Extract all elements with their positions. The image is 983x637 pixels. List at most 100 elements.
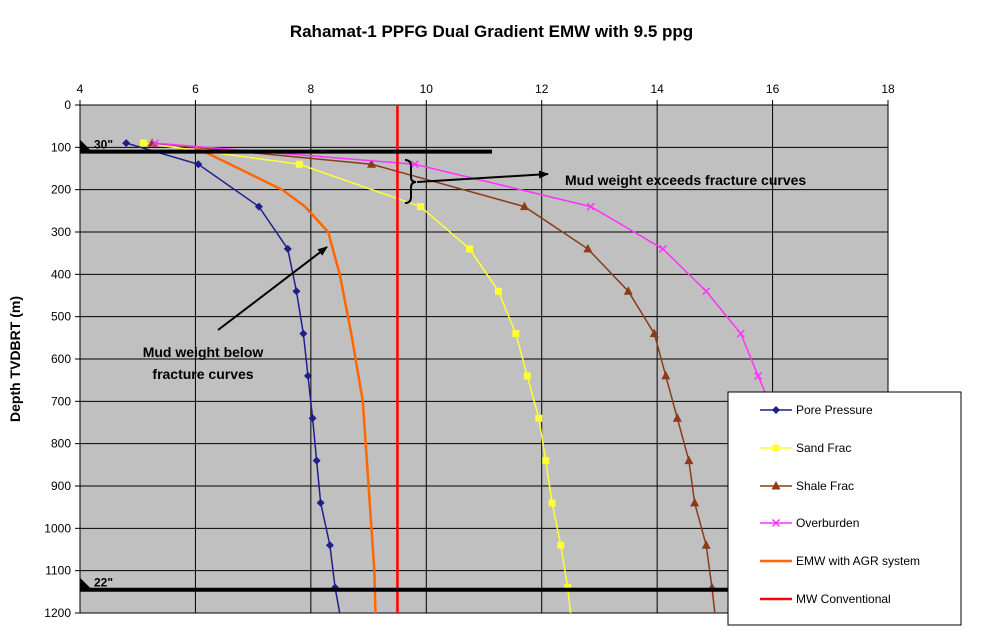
data-point [542,457,550,465]
x-tick-label: 10 [420,82,434,96]
casing-shoe-triangle [80,139,92,152]
legend-item: Sand Frac [760,441,851,455]
legend-label: Shale Frac [796,479,854,493]
data-point [564,584,572,592]
series-shale-frac [147,138,717,614]
y-tick-label: 800 [51,437,71,451]
legend-marker [772,444,780,452]
data-point [150,139,160,148]
legend-label: Pore Pressure [796,403,873,417]
data-point [417,203,425,211]
casing-shoe-triangle [80,577,92,590]
annotation-brace [404,159,417,204]
y-tick-label: 400 [51,267,71,281]
data-point [583,243,593,253]
legend: Pore Pressure Sand Frac Shale Frac Overburd… [727,391,962,626]
data-point [702,287,711,296]
x-tick-label: 4 [77,82,84,96]
data-point [523,372,531,380]
annotation-below-line-1: Mud weight below [143,344,264,360]
x-tick-label: 16 [766,82,780,96]
legend-box [727,391,962,626]
data-point [623,286,633,295]
data-point [736,329,745,338]
data-point [366,159,376,168]
annotation-below-line-2: fracture curves [152,366,253,382]
legend-label: MW Conventional [796,592,891,606]
series-line [194,146,377,614]
series-sand-frac [139,139,572,614]
series-emw-with-agr-system [194,146,377,614]
data-point [661,370,671,380]
casing-shoe-label: 22" [94,576,113,590]
data-point [519,201,529,211]
data-point [292,287,301,296]
legend-label: EMW with AGR system [796,554,920,568]
y-tick-label: 1200 [44,606,71,620]
data-point [194,160,203,169]
data-point [308,414,317,423]
y-tick-label: 300 [51,225,71,239]
data-point [535,414,543,422]
data-point [754,371,763,380]
legend-item: Pore Pressure [760,403,873,417]
y-tick-label: 1100 [45,564,71,578]
data-point [684,455,694,465]
data-point [254,202,263,211]
y-tick-label: 600 [51,352,71,366]
data-point [690,497,700,507]
data-point [295,160,303,168]
legend-item: EMW with AGR system [760,554,920,568]
x-tick-label: 14 [650,82,664,96]
series-layer [122,105,777,614]
data-point [283,244,292,253]
data-point [316,498,325,507]
legend-item: Overburden [760,516,859,530]
y-tick-label: 200 [51,183,71,197]
series-pore-pressure [122,139,341,614]
legend-item: Shale Frac [760,479,854,493]
data-point [512,330,520,338]
y-axis-label: Depth TVDBRT (m) [7,296,23,422]
data-point [410,160,419,169]
y-tick-label: 900 [51,479,71,493]
annotation-arrow-below [217,246,328,331]
x-tick-label: 8 [308,82,315,96]
legend-item: MW Conventional [760,592,891,606]
legend-marker [771,518,781,528]
data-point [325,541,334,550]
data-point [672,413,682,422]
data-point [548,499,556,507]
series-line [154,142,774,411]
data-point [299,329,308,338]
x-tick-label: 18 [881,82,895,96]
data-point [701,540,711,549]
y-tick-label: 0 [64,98,71,112]
data-point [122,139,131,148]
x-tick-label: 12 [535,82,549,96]
data-point [586,202,595,211]
y-tick-label: 700 [51,394,71,408]
data-point [466,245,474,253]
y-tick-label: 500 [51,310,71,324]
axis-tick-labels: 4 6 8 10 12 14 16 18 0 100 200 300 400 500 600 700 800 90… [44,82,895,620]
annotations: Mud weight exceeds fracture curves Mud w… [143,159,806,382]
data-point [649,328,659,338]
data-point [557,541,565,549]
legend-label: Overburden [796,516,859,530]
annotation-arrow-exceeds [416,170,549,183]
data-point [658,244,667,253]
legend-marker [771,481,781,490]
chart-title: Rahamat-1 PPFG Dual Gradient EMW with 9.… [289,22,694,41]
legend-label: Sand Frac [796,441,851,455]
data-point [494,287,502,295]
x-tick-label: 6 [192,82,199,96]
y-tick-label: 100 [51,140,71,154]
data-point [312,456,321,465]
casing-shoes: 30" 22" [80,138,728,592]
annotation-exceeds: Mud weight exceeds fracture curves [565,172,806,188]
data-point [303,371,312,380]
legend-marker [772,406,780,414]
data-point [139,139,147,147]
